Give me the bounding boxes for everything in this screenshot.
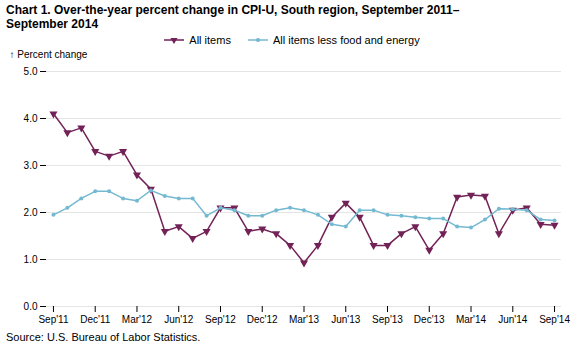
svg-text:Mar'12: Mar'12 bbox=[122, 314, 153, 325]
svg-text:↑ Percent change: ↑ Percent change bbox=[10, 49, 88, 60]
svg-text:3.0: 3.0 bbox=[24, 160, 38, 171]
svg-text:Sep'11: Sep'11 bbox=[38, 314, 69, 325]
svg-text:Sep'12: Sep'12 bbox=[205, 314, 236, 325]
svg-text:2.0: 2.0 bbox=[24, 207, 38, 218]
svg-text:Mar'13: Mar'13 bbox=[289, 314, 320, 325]
svg-text:Sep'14: Sep'14 bbox=[539, 314, 570, 325]
svg-text:4.0: 4.0 bbox=[24, 113, 38, 124]
svg-text:Mar'14: Mar'14 bbox=[456, 314, 487, 325]
svg-text:5.0: 5.0 bbox=[24, 66, 38, 77]
svg-text:Dec'11: Dec'11 bbox=[80, 314, 111, 325]
svg-text:Dec'12: Dec'12 bbox=[247, 314, 278, 325]
svg-text:Jun'13: Jun'13 bbox=[331, 314, 361, 325]
html-text:September 2014: September 2014 bbox=[6, 17, 99, 31]
html-text:All items: All items bbox=[189, 34, 231, 46]
svg-text:0.0: 0.0 bbox=[24, 301, 38, 312]
html-text:Chart 1. Over-the-year percent: Chart 1. Over-the-year percent change in… bbox=[6, 3, 460, 17]
html-text:Source: U.S. Bureau of Labor S: Source: U.S. Bureau of Labor Statistics. bbox=[6, 331, 201, 343]
svg-text:Dec'13: Dec'13 bbox=[414, 314, 445, 325]
svg-text:Sep'13: Sep'13 bbox=[372, 314, 403, 325]
svg-text:1.0: 1.0 bbox=[24, 254, 38, 265]
svg-text:Jun'12: Jun'12 bbox=[164, 314, 194, 325]
html-text:All items less food and energy: All items less food and energy bbox=[272, 34, 420, 46]
svg-text:Jun'14: Jun'14 bbox=[498, 314, 528, 325]
